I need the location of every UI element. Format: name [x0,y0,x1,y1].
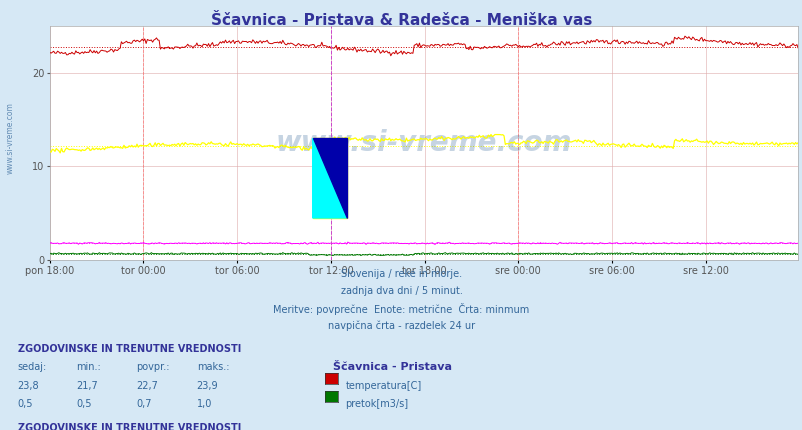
Text: zadnja dva dni / 5 minut.: zadnja dva dni / 5 minut. [340,286,462,296]
Text: 1,0: 1,0 [196,399,212,409]
Text: 0,5: 0,5 [76,399,91,409]
Text: 23,9: 23,9 [196,381,218,390]
Text: maks.:: maks.: [196,362,229,372]
Text: 21,7: 21,7 [76,381,98,390]
Text: temperatura[C]: temperatura[C] [345,381,421,390]
Text: 22,7: 22,7 [136,381,158,390]
Text: 23,8: 23,8 [18,381,39,390]
Text: pretok[m3/s]: pretok[m3/s] [345,399,408,409]
Bar [312,138,346,218]
Text: ZGODOVINSKE IN TRENUTNE VREDNOSTI: ZGODOVINSKE IN TRENUTNE VREDNOSTI [18,344,241,354]
Text: Ščavnica - Pristava: Ščavnica - Pristava [333,362,452,372]
Text: Meritve: povprečne  Enote: metrične  Črta: minmum: Meritve: povprečne Enote: metrične Črta:… [273,303,529,315]
Text: Slovenija / reke in morje.: Slovenija / reke in morje. [341,269,461,279]
Text: ZGODOVINSKE IN TRENUTNE VREDNOSTI: ZGODOVINSKE IN TRENUTNE VREDNOSTI [18,423,241,430]
Polygon shape [312,138,346,218]
Text: sedaj:: sedaj: [18,362,47,372]
Text: 0,5: 0,5 [18,399,33,409]
Text: 0,7: 0,7 [136,399,152,409]
Text: www.si-vreme.com: www.si-vreme.com [6,101,14,174]
Polygon shape [312,138,346,218]
Text: Ščavnica - Pristava & Radešca - Meniška vas: Ščavnica - Pristava & Radešca - Meniška … [211,13,591,28]
Text: navpična črta - razdelek 24 ur: navpična črta - razdelek 24 ur [327,320,475,331]
Text: www.si-vreme.com: www.si-vreme.com [275,129,572,157]
Text: min.:: min.: [76,362,101,372]
Text: povpr.:: povpr.: [136,362,170,372]
